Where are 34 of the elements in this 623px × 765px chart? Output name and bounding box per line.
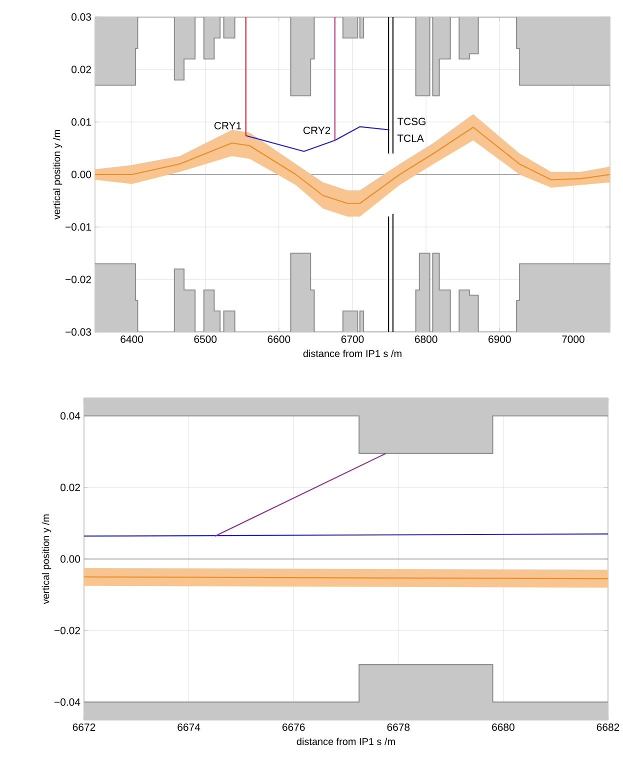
x-tick-label: 6678 xyxy=(387,724,410,731)
x-tick-label: 7000 xyxy=(562,336,584,343)
y-tick-label: −0.01 xyxy=(66,223,91,231)
y-tick-label: −0.04 xyxy=(54,698,80,706)
annotation: CRY1 xyxy=(214,122,242,130)
x-axis-title: distance from IP1 s /m xyxy=(296,738,395,746)
annotation: TCLA xyxy=(397,134,424,142)
y-axis-title: vertical position y /m xyxy=(42,514,52,604)
y-tick-label: −0.02 xyxy=(54,626,80,634)
x-tick-label: 6800 xyxy=(414,336,438,343)
x-tick-label: 6500 xyxy=(194,336,217,343)
y-tick-label: 0.03 xyxy=(72,13,92,21)
y-tick-label: 0.02 xyxy=(72,66,91,74)
x-tick-label: 6680 xyxy=(492,724,514,731)
x-tick-label: 6700 xyxy=(341,336,364,343)
x-tick-label: 6676 xyxy=(282,724,305,731)
y-tick-label: 0.00 xyxy=(60,555,80,563)
x-tick-label: 6682 xyxy=(596,724,620,731)
x-tick-label: 6674 xyxy=(178,724,200,731)
y-tick-label: −0.03 xyxy=(66,328,92,336)
x-tick-label: 6672 xyxy=(72,724,96,731)
x-axis-title: distance from IP1 s /m xyxy=(303,350,402,358)
annotation: CRY2 xyxy=(303,126,330,134)
line-series xyxy=(245,126,390,152)
x-tick-label: 6900 xyxy=(488,336,511,343)
y-tick-label: −0.02 xyxy=(66,276,91,284)
y-axis-title: vertical position y /m xyxy=(52,130,62,220)
x-tick-label: 6400 xyxy=(120,336,144,343)
y-tick-label: 0.04 xyxy=(60,412,80,420)
annotation: TCSG xyxy=(397,118,426,126)
y-tick-label: 0.02 xyxy=(60,484,80,492)
y-tick-label: 0.01 xyxy=(72,118,91,126)
x-tick-label: 6600 xyxy=(268,336,290,343)
y-tick-label: 0.00 xyxy=(72,170,92,178)
